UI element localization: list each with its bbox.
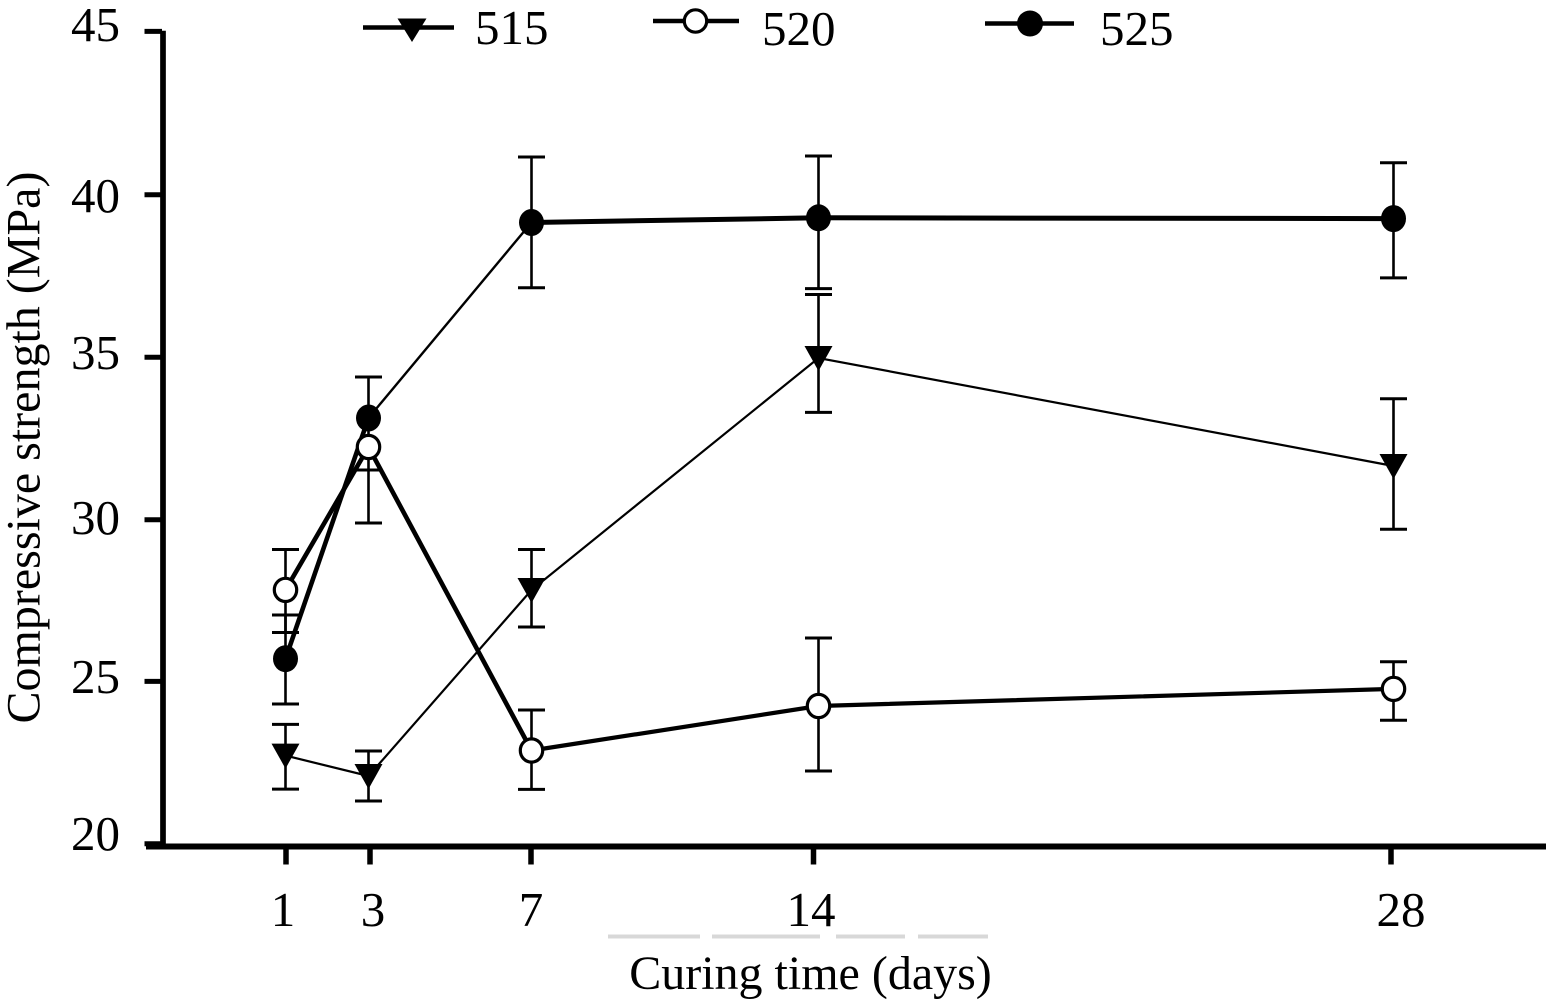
- svg-text:515: 515: [475, 0, 549, 55]
- svg-text:525: 525: [1100, 1, 1174, 56]
- svg-text:14: 14: [787, 882, 836, 937]
- svg-text:25: 25: [71, 649, 120, 704]
- svg-text:3: 3: [361, 882, 386, 937]
- svg-text:30: 30: [71, 490, 120, 545]
- svg-text:7: 7: [519, 882, 544, 937]
- svg-text:Compressive strength (MPa): Compressive strength (MPa): [0, 172, 51, 724]
- svg-text:520: 520: [762, 1, 836, 56]
- svg-text:20: 20: [71, 806, 120, 861]
- svg-text:Curing time (days): Curing time (days): [629, 947, 992, 1000]
- svg-text:1: 1: [271, 882, 296, 937]
- svg-text:40: 40: [71, 168, 120, 223]
- svg-text:35: 35: [71, 325, 120, 380]
- svg-text:45: 45: [71, 0, 120, 52]
- svg-text:28: 28: [1377, 882, 1426, 937]
